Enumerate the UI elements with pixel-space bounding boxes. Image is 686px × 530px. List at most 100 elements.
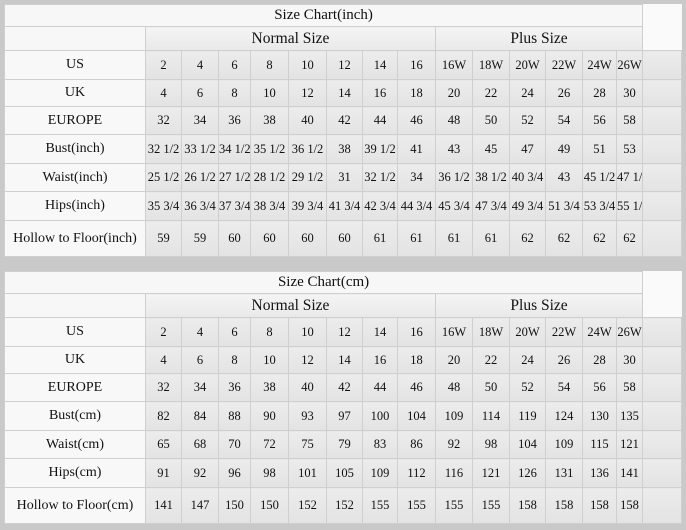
size-value-cell: 40 3/4	[509, 163, 546, 192]
size-value-cell: 12	[326, 317, 363, 347]
size-value-cell: 155	[435, 487, 473, 524]
size-value-cell: 36	[218, 373, 251, 402]
size-value-cell: 44 3/4	[397, 191, 436, 221]
size-value-cell: 152	[326, 487, 363, 524]
size-value-cell: 119	[509, 401, 546, 431]
size-value-cell: 112	[397, 458, 436, 488]
size-value-cell: 115	[582, 430, 617, 459]
size-value-cell: 44	[362, 373, 398, 402]
size-value-cell: 36 1/2	[435, 163, 473, 192]
size-value-cell: 4	[181, 50, 219, 80]
size-value-cell: 47 1/2	[615, 163, 644, 192]
size-value-cell: 30	[615, 79, 644, 107]
size-value-cell: 105	[326, 458, 363, 488]
size-value-cell: 10	[250, 346, 289, 374]
size-value-cell: 42	[326, 373, 363, 402]
size-value-cell: 38 3/4	[250, 191, 289, 221]
size-value-cell: 86	[397, 430, 436, 459]
size-value-cell: 60	[288, 220, 327, 257]
size-value-cell: 61	[362, 220, 398, 257]
size-value-cell: 42	[326, 106, 363, 135]
empty-cell	[642, 191, 682, 221]
size-value-cell: 44	[362, 106, 398, 135]
size-value-cell: 59	[181, 220, 219, 257]
size-value-cell: 155	[472, 487, 510, 524]
size-value-cell: 34	[181, 106, 219, 135]
size-value-cell: 28 1/2	[250, 163, 289, 192]
size-value-cell: 62	[545, 220, 583, 257]
table-row: Hollow to Floor(inch) 59 59 60 60 60 60 61 61 61 6…	[4, 220, 682, 257]
size-value-cell: 16W	[435, 50, 473, 80]
size-value-cell: 32 1/2	[362, 163, 398, 192]
size-value-cell: 147	[181, 487, 219, 524]
size-value-cell: 54	[545, 373, 583, 402]
size-value-cell: 62	[509, 220, 546, 257]
size-value-cell: 18	[397, 346, 436, 374]
empty-cell	[642, 346, 682, 374]
size-value-cell: 135	[615, 401, 644, 431]
empty-cell	[642, 373, 682, 402]
size-value-cell: 16W	[435, 317, 473, 347]
size-value-cell: 24	[509, 79, 546, 107]
size-value-cell: 14	[326, 346, 363, 374]
empty-cell	[642, 458, 682, 488]
size-value-cell: 14	[362, 317, 398, 347]
size-value-cell: 141	[615, 458, 644, 488]
size-value-cell: 39 1/2	[362, 134, 398, 164]
size-value-cell: 42 3/4	[362, 191, 398, 221]
empty-cell	[642, 106, 682, 135]
size-value-cell: 28	[582, 79, 617, 107]
size-value-cell: 16	[362, 346, 398, 374]
size-value-cell: 33 1/2	[181, 134, 219, 164]
size-value-cell: 43	[435, 134, 473, 164]
size-value-cell: 61	[435, 220, 473, 257]
size-value-cell: 32	[145, 373, 182, 402]
size-value-cell: 41	[397, 134, 436, 164]
size-value-cell: 150	[218, 487, 251, 524]
size-value-cell: 68	[181, 430, 219, 459]
size-value-cell: 53	[615, 134, 644, 164]
size-value-cell: 36 3/4	[181, 191, 219, 221]
size-value-cell: 26W	[615, 50, 644, 80]
size-value-cell: 8	[218, 346, 251, 374]
size-value-cell: 158	[509, 487, 546, 524]
size-value-cell: 22	[472, 79, 510, 107]
size-value-cell: 30	[615, 346, 644, 374]
size-chart-cm: Size Chart(cm) Normal Size Plus Size US 2 4 6 8…	[3, 271, 682, 524]
table-row: US 2 4 6 8 10 12 14 16 16W 18W 20W 22W 24W 26W	[4, 317, 682, 347]
size-table: Size Chart(inch) Normal Size Plus Size US 2 4…	[3, 4, 682, 257]
size-value-cell: 121	[615, 430, 644, 459]
size-value-cell: 136	[582, 458, 617, 488]
row-label: Hollow to Floor(cm)	[4, 487, 146, 524]
size-value-cell: 38	[326, 134, 363, 164]
size-value-cell: 158	[545, 487, 583, 524]
size-value-cell: 158	[615, 487, 644, 524]
size-value-cell: 54	[545, 106, 583, 135]
size-value-cell: 4	[181, 317, 219, 347]
size-value-cell: 104	[397, 401, 436, 431]
size-value-cell: 48	[435, 106, 473, 135]
size-value-cell: 150	[250, 487, 289, 524]
size-value-cell: 38 1/2	[472, 163, 510, 192]
size-value-cell: 83	[362, 430, 398, 459]
empty-cell	[642, 430, 682, 459]
row-label: Bust(cm)	[4, 401, 146, 431]
size-value-cell: 22W	[545, 50, 583, 80]
size-value-cell: 114	[472, 401, 510, 431]
size-value-cell: 24	[509, 346, 546, 374]
size-value-cell: 22	[472, 346, 510, 374]
size-value-cell: 10	[288, 317, 327, 347]
size-value-cell: 50	[472, 373, 510, 402]
size-value-cell: 52	[509, 106, 546, 135]
size-value-cell: 45 3/4	[435, 191, 473, 221]
size-value-cell: 20	[435, 346, 473, 374]
table-row: US 2 4 6 8 10 12 14 16 16W 18W 20W 22W 24W 26W	[4, 50, 682, 80]
empty-cell	[642, 79, 682, 107]
size-value-cell: 36 1/2	[288, 134, 327, 164]
table-row: Hollow to Floor(cm) 141 147 150 150 152 152 155…	[4, 487, 682, 524]
size-value-cell: 49	[545, 134, 583, 164]
size-value-cell: 56	[582, 106, 617, 135]
size-value-cell: 45 1/2	[582, 163, 617, 192]
size-value-cell: 18W	[472, 317, 510, 347]
size-value-cell: 4	[145, 346, 182, 374]
